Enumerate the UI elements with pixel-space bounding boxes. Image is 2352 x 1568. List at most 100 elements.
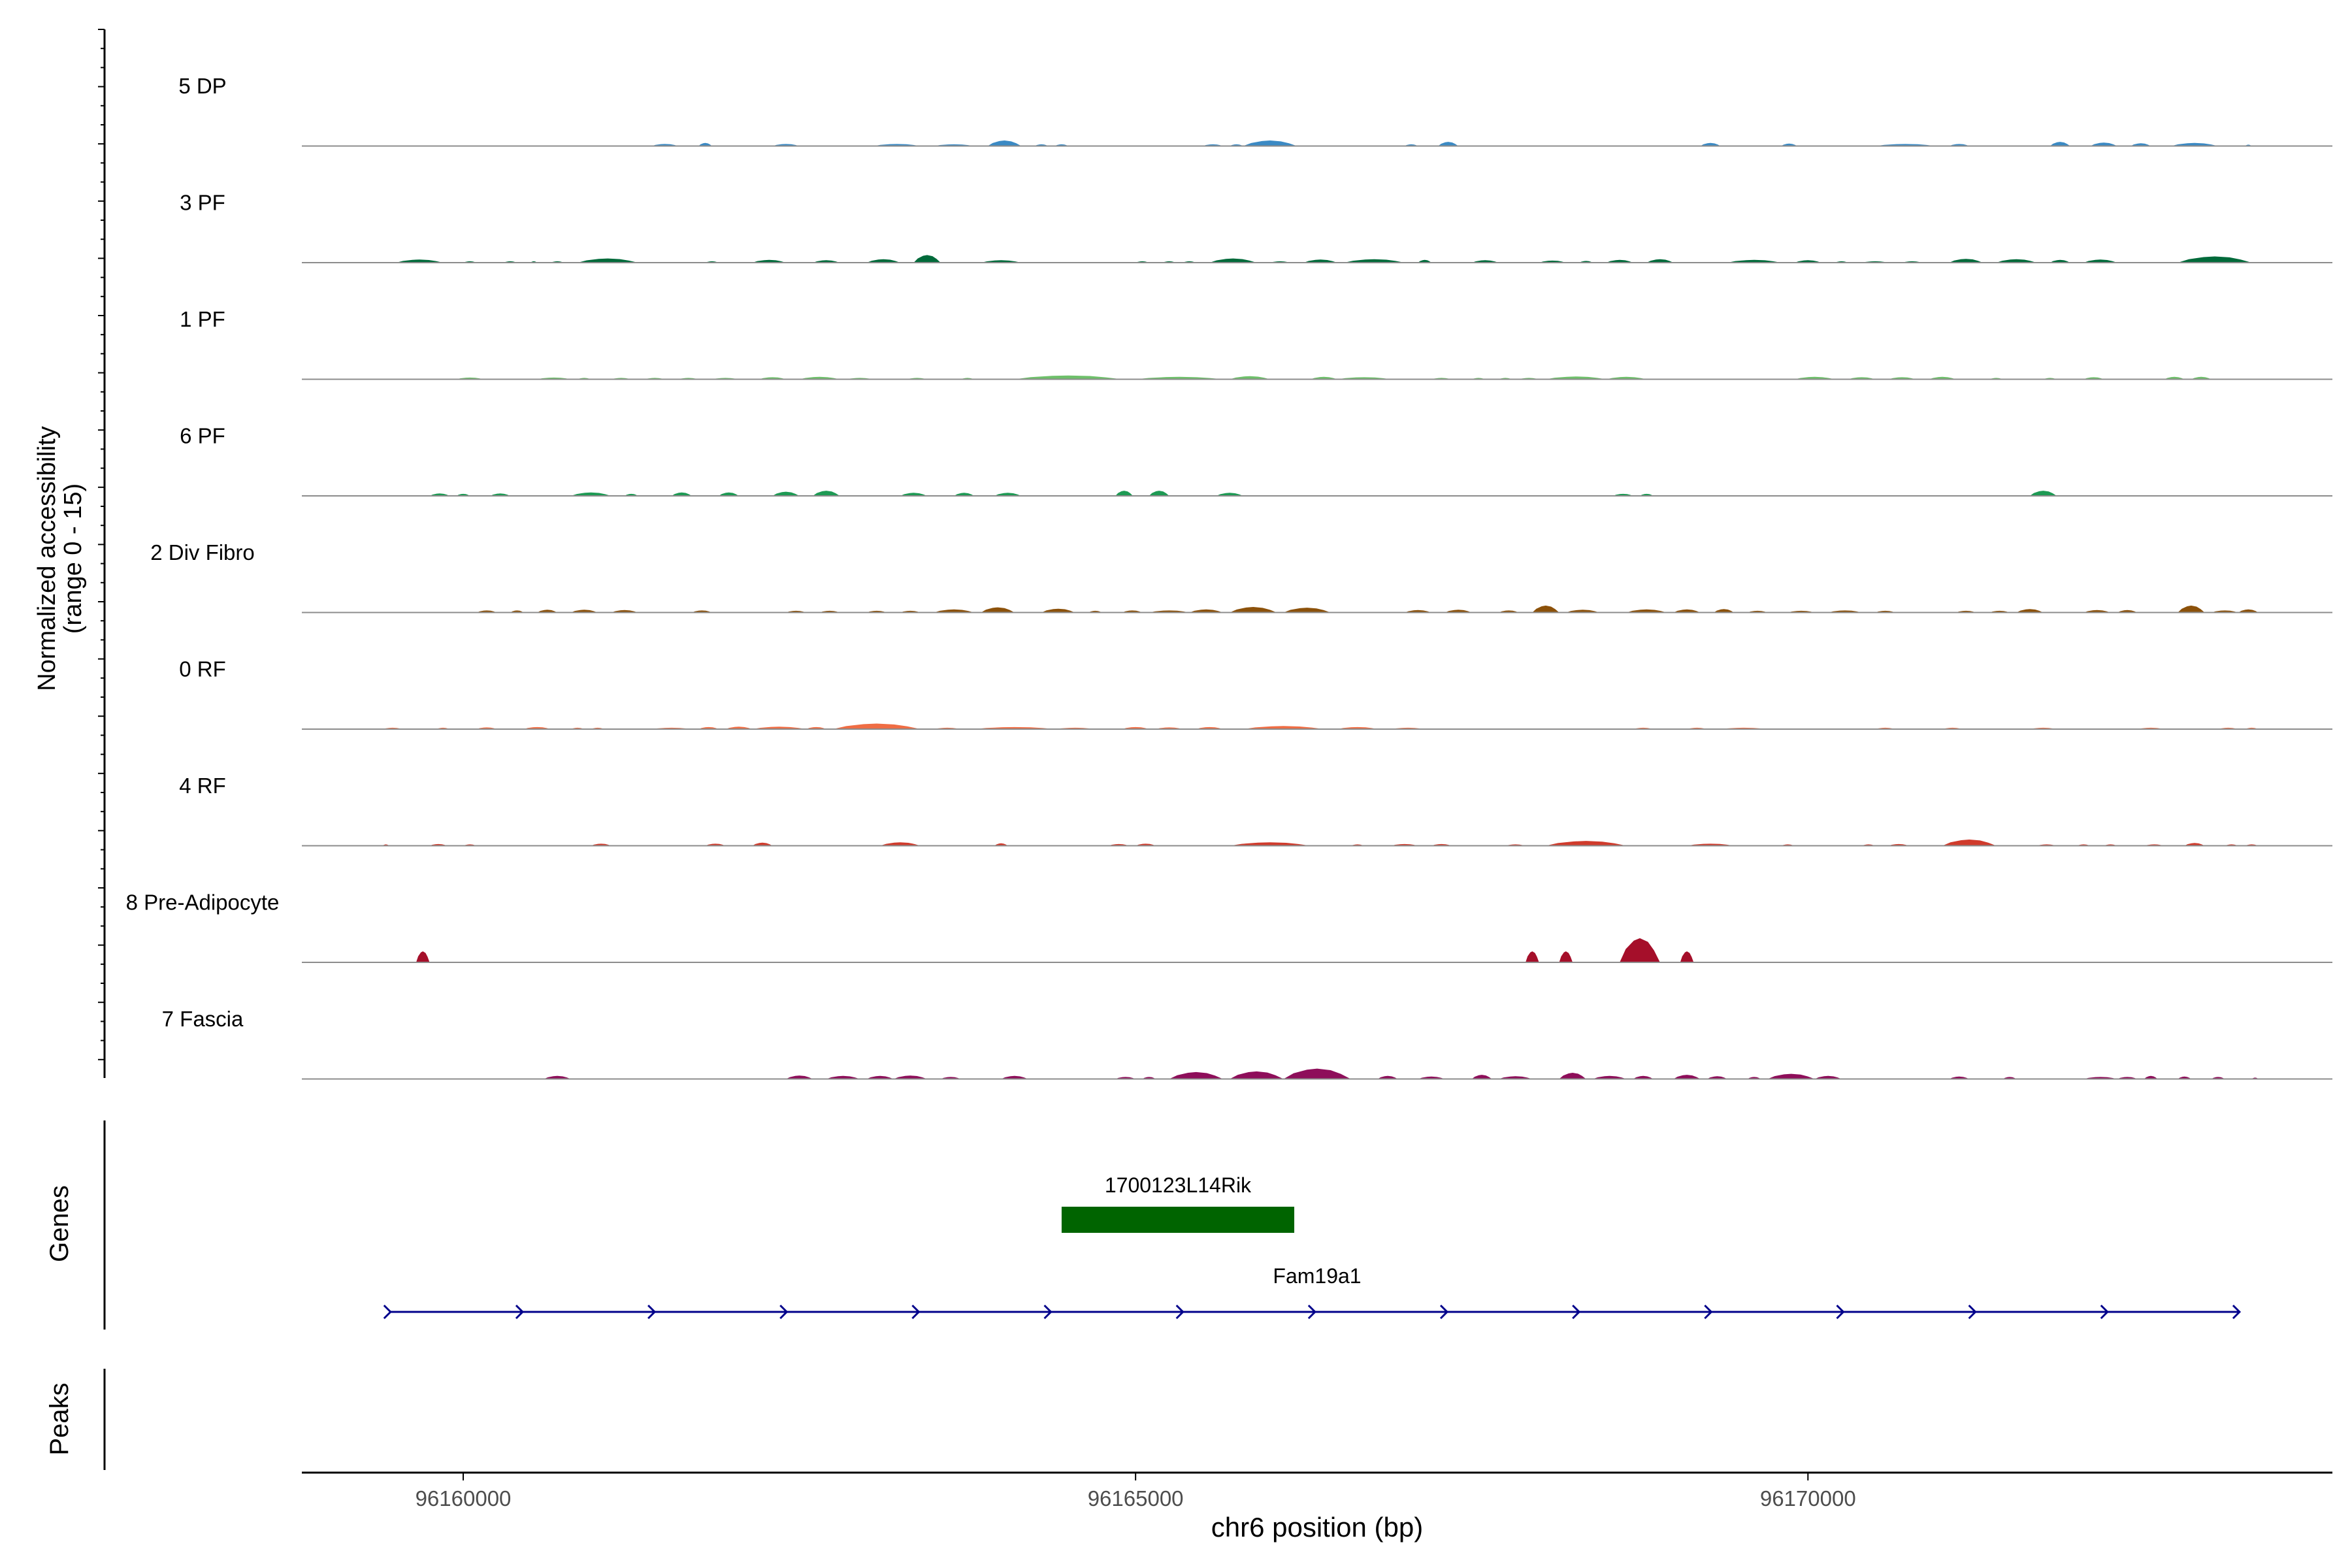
coverage-peak bbox=[719, 492, 739, 496]
coverage-peak bbox=[2083, 259, 2117, 263]
coverage-peak bbox=[1344, 259, 1405, 263]
coverage-peak bbox=[570, 610, 598, 613]
coverage-peak bbox=[1243, 726, 1324, 729]
coverage-peak bbox=[785, 1075, 813, 1079]
coverage-peak bbox=[1001, 1075, 1028, 1079]
coverage-peak bbox=[537, 610, 558, 613]
coverage-peak bbox=[1377, 1075, 1398, 1079]
track-5-dp: 5 DP bbox=[178, 74, 2332, 147]
coverage-peak bbox=[1115, 491, 1134, 496]
strand-arrow bbox=[383, 1304, 392, 1320]
coverage-peak bbox=[893, 1075, 928, 1079]
coverage-peak bbox=[2144, 1075, 2158, 1079]
strand-arrow bbox=[647, 1304, 657, 1320]
coverage-peak bbox=[987, 140, 1022, 146]
coverage-peak bbox=[934, 609, 975, 613]
coverage-peak bbox=[1714, 609, 1735, 613]
x-tick-label: 96170000 bbox=[1760, 1486, 1856, 1511]
coverage-peak bbox=[772, 491, 800, 496]
strand-arrow bbox=[779, 1304, 789, 1320]
coverage-peak bbox=[1243, 140, 1298, 146]
strand-arrow bbox=[515, 1304, 525, 1320]
track-label: 6 PF bbox=[180, 424, 225, 448]
track-label: 5 DP bbox=[178, 74, 226, 98]
coverage-peak bbox=[2178, 256, 2252, 263]
track-2-div-fibro: 2 Div Fibro bbox=[150, 540, 2332, 613]
coverage-peak bbox=[1283, 608, 1331, 613]
gene-block-1700123l14rik bbox=[1061, 1207, 1295, 1233]
track-7-fascia: 7 Fascia bbox=[162, 1007, 2332, 1080]
coverage-peak bbox=[1169, 1071, 1223, 1079]
gene-label: 1700123L14Rik bbox=[1105, 1173, 1252, 1197]
track-0-rf: 0 RF bbox=[179, 657, 2332, 730]
coverage-peak bbox=[1041, 608, 1075, 613]
coverage-peak bbox=[1996, 259, 2037, 263]
coverage-peak bbox=[2090, 142, 2117, 146]
coverage-peak bbox=[752, 842, 773, 846]
y-axis-title-line2: (range 0 - 15) bbox=[59, 483, 87, 634]
coverage-peak bbox=[1230, 607, 1277, 613]
coverage-peak bbox=[577, 258, 638, 263]
coverage-peak bbox=[1445, 610, 1472, 613]
coverage-peak bbox=[1532, 605, 1560, 613]
coverage-peak bbox=[1230, 842, 1311, 846]
coverage-peak bbox=[1438, 142, 1459, 146]
coverage-peak bbox=[1498, 1076, 1533, 1079]
coverage-peak bbox=[1418, 259, 1431, 263]
coverage-peak bbox=[1014, 375, 1122, 380]
coverage-peak bbox=[672, 492, 692, 496]
coverage-peak bbox=[1620, 938, 1660, 962]
strand-arrow bbox=[2100, 1304, 2109, 1320]
coverage-peak bbox=[1767, 1073, 1815, 1079]
gene-annotations: 1700123L14Rik Fam19a1 bbox=[383, 1173, 2242, 1320]
coverage-peak bbox=[813, 491, 840, 496]
coverage-peak bbox=[1626, 609, 1667, 613]
y-axis-title-line1: Normalized accessibility bbox=[33, 426, 61, 691]
coverage-peak bbox=[1680, 951, 1694, 962]
coverage-peak bbox=[866, 1075, 894, 1079]
coverage-peak bbox=[826, 1075, 860, 1079]
track-4-rf: 4 RF bbox=[179, 774, 2332, 847]
strand-arrow bbox=[1572, 1304, 1581, 1320]
coverage-peak bbox=[1606, 259, 1633, 263]
strand-arrow bbox=[1836, 1304, 1845, 1320]
x-axis-ticks: 96160000 96165000 96170000 bbox=[416, 1473, 1856, 1511]
coverage-peak bbox=[1471, 1075, 1492, 1079]
coverage-peak bbox=[1565, 610, 1600, 613]
coverage-peak bbox=[2050, 259, 2070, 263]
coverage-peak bbox=[2029, 491, 2057, 496]
peaks-panel-label: Peaks bbox=[45, 1382, 74, 1455]
track-label: 4 RF bbox=[179, 774, 226, 798]
coverage-peak bbox=[2016, 609, 2044, 613]
coverage-peak bbox=[396, 259, 444, 263]
coverage-peak bbox=[1559, 1072, 1586, 1079]
track-8-pre-adipocyte: 8 Pre-Adipocyte bbox=[126, 890, 2332, 963]
strand-arrow bbox=[1968, 1304, 1977, 1320]
coverage-peak bbox=[1230, 376, 1270, 380]
coverage-peak bbox=[1526, 951, 1539, 962]
strand-arrow bbox=[1704, 1304, 1713, 1320]
x-tick-label: 96165000 bbox=[1088, 1486, 1184, 1511]
coverage-peak bbox=[1633, 1075, 1654, 1079]
coverage-peak bbox=[416, 951, 430, 962]
coverage-peak bbox=[2131, 143, 2151, 146]
strand-arrow bbox=[1439, 1304, 1449, 1320]
coverage-peak bbox=[1149, 491, 1169, 496]
coverage-peak bbox=[1592, 1075, 1627, 1079]
coverage-peak bbox=[880, 842, 921, 846]
coverage-tracks: 5 DP 3 PF 1 PF 6 PF 2 Div Fibro 0 RF 4 RF 8 Pre… bbox=[126, 74, 2332, 1080]
coverage-peak bbox=[1700, 142, 1721, 146]
coverage-peak bbox=[1646, 259, 1674, 263]
genes-panel-label: Genes bbox=[45, 1185, 74, 1262]
coverage-peak bbox=[1545, 841, 1627, 846]
track-3-pf: 3 PF bbox=[180, 191, 2332, 263]
coverage-peak bbox=[698, 142, 712, 146]
coverage-peak bbox=[994, 493, 1022, 496]
coverage-peak bbox=[1949, 259, 1983, 263]
track-6-pf: 6 PF bbox=[180, 424, 2332, 497]
strand-arrow bbox=[1175, 1304, 1184, 1320]
strand-arrow bbox=[911, 1304, 921, 1320]
coverage-peak bbox=[1230, 1071, 1284, 1079]
